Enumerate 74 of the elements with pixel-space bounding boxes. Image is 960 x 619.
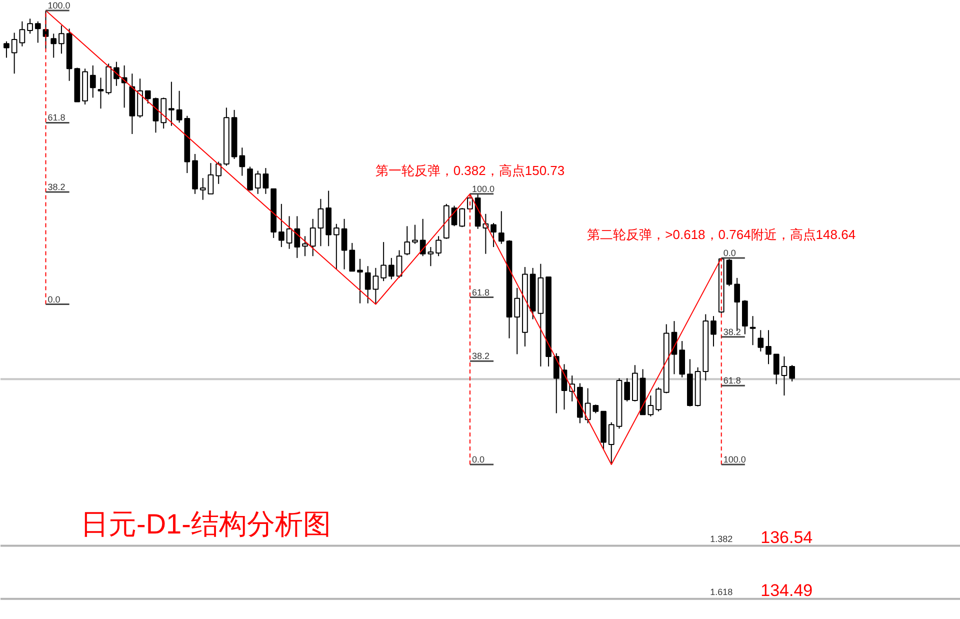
candlestick bbox=[648, 395, 654, 417]
candlestick bbox=[247, 166, 253, 192]
candlestick bbox=[514, 287, 520, 355]
candlestick bbox=[608, 422, 614, 466]
candlestick bbox=[168, 81, 174, 126]
candlestick bbox=[239, 147, 246, 176]
candlestick bbox=[357, 258, 363, 304]
candlestick bbox=[310, 218, 316, 257]
candlestick bbox=[341, 218, 348, 270]
candlestick bbox=[318, 198, 324, 247]
candlestick bbox=[624, 378, 630, 402]
annotation: 100.0 bbox=[472, 184, 495, 194]
annotation: 第二轮反弹，>0.618，0.764附近，高点148.64 bbox=[587, 226, 856, 242]
candlestick bbox=[396, 250, 402, 278]
annotation: 61.8 bbox=[723, 376, 741, 386]
candlestick bbox=[294, 216, 300, 258]
annotation: 61.8 bbox=[472, 287, 490, 298]
candlestick bbox=[656, 386, 662, 412]
candlestick bbox=[144, 90, 151, 104]
candlestick bbox=[388, 257, 394, 280]
candlestick bbox=[766, 330, 772, 365]
candlestick bbox=[789, 364, 796, 382]
candlestick bbox=[420, 218, 426, 257]
candlestick bbox=[372, 267, 379, 305]
candlestick bbox=[773, 354, 780, 385]
annotation: 100.0 bbox=[723, 454, 746, 465]
candlestick bbox=[498, 210, 504, 244]
candlestick bbox=[176, 90, 182, 124]
candlestick bbox=[58, 24, 64, 54]
candlestick bbox=[349, 242, 356, 272]
candlestick bbox=[50, 33, 57, 58]
candlestick bbox=[333, 223, 340, 270]
candlestick bbox=[208, 162, 214, 194]
candlestick bbox=[98, 77, 104, 110]
text: 1.618 bbox=[710, 586, 733, 597]
candlestick bbox=[114, 61, 120, 86]
candlestick bbox=[152, 97, 159, 134]
text: 136.54 bbox=[760, 528, 813, 547]
candlestick bbox=[27, 18, 33, 34]
candlestick bbox=[412, 224, 418, 244]
candlestick bbox=[4, 40, 10, 58]
candlestick bbox=[781, 356, 788, 396]
candlestick bbox=[553, 352, 560, 414]
candlestick bbox=[90, 64, 96, 98]
candlestick bbox=[278, 203, 284, 248]
text: 日元-D1-结构分析图 bbox=[80, 508, 331, 540]
candlestick bbox=[254, 170, 261, 194]
candlestick bbox=[404, 226, 410, 256]
candlestick bbox=[302, 236, 308, 257]
text: 1.382 bbox=[710, 534, 733, 544]
candlestick bbox=[750, 316, 756, 346]
candlestick bbox=[758, 330, 764, 352]
candlestick bbox=[34, 20, 41, 44]
candlestick bbox=[262, 168, 269, 194]
annotation: 38.2 bbox=[723, 326, 741, 337]
candlestick bbox=[216, 161, 222, 184]
candlestick bbox=[436, 236, 442, 257]
annotation: 0.0 bbox=[48, 294, 60, 304]
candlestick bbox=[490, 222, 496, 248]
annotation: 第一轮反弹，0.382，高点150.73 bbox=[375, 162, 565, 178]
text: 134.49 bbox=[760, 580, 813, 600]
candlestick bbox=[459, 208, 466, 228]
annotation: 38.2 bbox=[48, 182, 66, 192]
candlestick bbox=[380, 242, 386, 282]
annotation: 100.0 bbox=[48, 0, 70, 11]
candlestick bbox=[286, 216, 292, 250]
annotation: 38.2 bbox=[472, 351, 490, 362]
candlestick bbox=[364, 266, 371, 304]
annotation: 0.0 bbox=[472, 454, 484, 465]
candlestick bbox=[200, 178, 206, 200]
annotation: 0.0 bbox=[723, 248, 736, 258]
candlestick bbox=[428, 246, 434, 267]
candlestick bbox=[710, 316, 716, 347]
annotation: 61.8 bbox=[48, 112, 66, 123]
